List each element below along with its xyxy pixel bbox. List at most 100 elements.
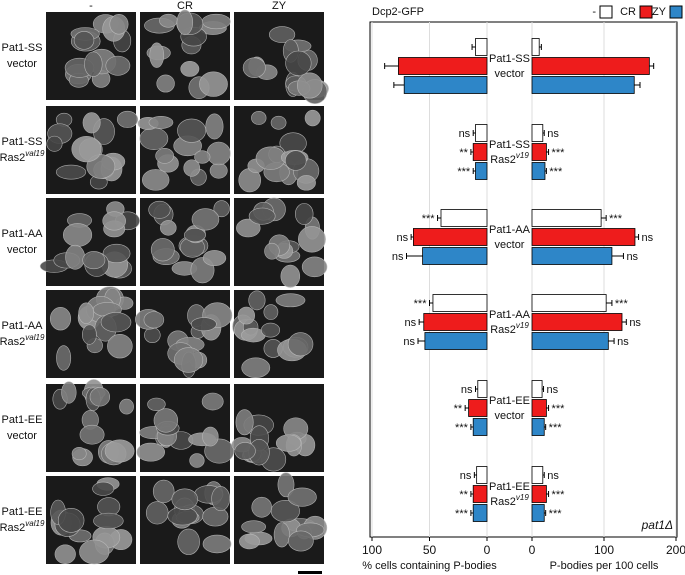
- cell: [183, 228, 206, 243]
- x-tick-label: 0: [484, 543, 491, 557]
- significance-label: ns: [547, 384, 559, 396]
- group-label-text: vector: [495, 410, 525, 422]
- row-label-text: vector: [7, 244, 37, 256]
- group-label-bg: [488, 479, 531, 509]
- cell: [62, 223, 93, 247]
- column-header: CR: [177, 0, 193, 12]
- cell: [275, 434, 302, 452]
- cell: [92, 481, 115, 496]
- row-label-text: vector: [7, 430, 37, 442]
- cell: [248, 290, 266, 311]
- significance-label: ns: [626, 251, 638, 263]
- cell: [150, 238, 175, 262]
- x-tick-label: 50: [423, 543, 437, 557]
- group-label: Ras2v19: [490, 493, 529, 508]
- significance-label: ns: [403, 336, 415, 348]
- cell: [264, 242, 280, 260]
- significance-label: ns: [459, 128, 471, 140]
- cell: [89, 387, 111, 407]
- bar: [531, 76, 635, 94]
- significance-label: ***: [552, 147, 566, 159]
- group-label-text: Ras2: [490, 496, 516, 508]
- significance-label: ***: [552, 403, 566, 415]
- bar: [475, 162, 488, 180]
- bar: [531, 485, 547, 503]
- cell: [73, 31, 95, 50]
- row-label: vector: [7, 430, 37, 442]
- group-label: vector: [495, 68, 525, 80]
- bar: [472, 418, 488, 436]
- significance-label: ***: [549, 166, 563, 178]
- group-label: Pat1-AA: [489, 224, 531, 236]
- cell: [269, 26, 296, 43]
- cell: [153, 408, 179, 433]
- significance-label: ns: [547, 128, 559, 140]
- row-label: Ras2val19: [0, 333, 45, 348]
- cell: [280, 264, 301, 288]
- cell: [55, 164, 87, 180]
- cell: [116, 110, 139, 128]
- cell: [109, 13, 129, 35]
- legend-label: CR: [620, 6, 636, 18]
- x-tick-label: 100: [594, 543, 614, 557]
- row-label-sup: val19: [25, 149, 45, 158]
- row-label-text: Ras2: [0, 336, 25, 348]
- cell: [82, 112, 101, 134]
- cell: [102, 243, 131, 263]
- significance-label: ns: [642, 232, 654, 244]
- group-label: Ras2v19: [490, 151, 529, 166]
- bar: [468, 399, 488, 417]
- cell: [86, 154, 116, 179]
- cell: [190, 317, 217, 332]
- cell: [209, 162, 228, 179]
- significance-label: ***: [457, 166, 471, 178]
- cell: [71, 135, 102, 163]
- cell: [236, 218, 261, 238]
- significance-label: ns: [392, 251, 404, 263]
- cell: [177, 528, 200, 555]
- cell: [79, 424, 105, 445]
- x-tick-label: 100: [362, 543, 382, 557]
- bar: [475, 124, 488, 142]
- scale-bar: [298, 571, 322, 574]
- bar: [531, 332, 609, 350]
- x-tick-label: 200: [666, 543, 685, 557]
- cell: [202, 250, 227, 267]
- cell: [285, 150, 307, 171]
- cell: [136, 442, 166, 462]
- significance-label: ***: [422, 213, 436, 225]
- cell: [57, 508, 85, 533]
- bar: [398, 57, 488, 75]
- significance-label: ***: [455, 422, 469, 434]
- x-tick-label: 0: [529, 543, 536, 557]
- cell: [199, 71, 228, 97]
- cell: [148, 200, 171, 219]
- cell: [241, 357, 271, 378]
- significance-label: ***: [414, 298, 428, 310]
- cell: [54, 544, 76, 565]
- cell: [71, 446, 87, 461]
- cell: [49, 307, 72, 331]
- cell: [251, 111, 267, 125]
- cell: [189, 453, 205, 468]
- x-axis-title: P-bodies per 100 cells: [550, 560, 659, 572]
- cell: [296, 72, 323, 99]
- group-label-bg: [488, 222, 531, 252]
- x-axis-title: % cells containing P-bodies: [362, 560, 497, 572]
- group-label-text: vector: [495, 239, 525, 251]
- significance-label: ns: [396, 232, 408, 244]
- group-label-sup: v19: [516, 321, 529, 330]
- row-label-text: Ras2: [0, 522, 25, 534]
- cell: [206, 141, 231, 166]
- row-label: vector: [7, 58, 37, 70]
- bar: [440, 209, 488, 227]
- cell: [183, 159, 201, 177]
- bar: [531, 466, 544, 484]
- bar: [531, 162, 546, 180]
- bar: [403, 76, 488, 94]
- annotation: pat1Δ: [641, 518, 673, 532]
- legend-swatch: [599, 5, 613, 19]
- cell: [304, 109, 321, 127]
